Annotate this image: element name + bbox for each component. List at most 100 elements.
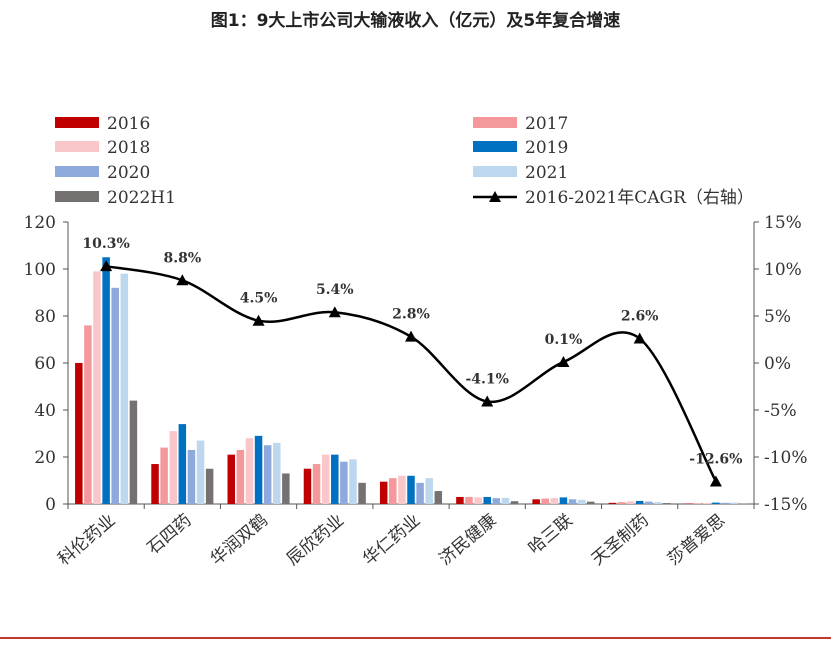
- bar-2016: [75, 363, 83, 504]
- cagr-marker: [405, 330, 417, 342]
- bar-2016: [532, 499, 540, 504]
- bar-2021: [730, 502, 738, 504]
- bar-2016: [151, 464, 159, 504]
- bar-2017: [465, 496, 473, 504]
- y2-tick-label: -10%: [764, 448, 808, 468]
- legend-swatch-2018: [55, 141, 99, 152]
- bar-2021: [349, 459, 357, 504]
- bar-2021: [120, 273, 129, 504]
- bar-2022H1: [586, 501, 595, 504]
- x-tick-label: 济民健康: [435, 511, 500, 570]
- x-tick-label: 科伦药业: [54, 511, 119, 570]
- cagr-data-label: 2.6%: [621, 309, 659, 325]
- bar-2021: [501, 497, 510, 504]
- bar-2020: [721, 502, 729, 504]
- bar-2022H1: [282, 473, 290, 504]
- bar-2019: [559, 497, 568, 504]
- cagr-marker: [481, 395, 494, 407]
- y-tick-label: 80: [34, 307, 56, 327]
- x-tick-label: 辰欣药业: [283, 511, 348, 570]
- bar-2018: [703, 503, 711, 504]
- bar-2017: [84, 325, 92, 504]
- legend-swatch-2017: [473, 117, 517, 128]
- legend-swatch-2022H1: [55, 191, 99, 202]
- y2-tick-label: 15%: [764, 213, 802, 233]
- cagr-marker: [633, 332, 646, 344]
- bar-2019: [178, 424, 187, 504]
- y-tick-label: 60: [34, 354, 56, 374]
- y2-tick-label: 10%: [764, 260, 802, 280]
- bar-2020: [263, 445, 272, 504]
- legend-label-2017: 2017: [525, 114, 568, 134]
- legend-swatch-2016: [55, 117, 99, 128]
- y-tick-label: 0: [45, 495, 56, 515]
- bar-2017: [389, 478, 397, 504]
- bar-2019: [331, 454, 339, 504]
- bar-2022H1: [129, 400, 138, 504]
- y-tick-label: 20: [34, 448, 56, 468]
- cagr-data-label: 4.5%: [240, 291, 278, 307]
- bar-2017: [617, 502, 626, 504]
- bar-2020: [492, 498, 501, 504]
- bar-2018: [321, 454, 330, 504]
- cagr-marker: [709, 475, 722, 487]
- legend-label-2016: 2016: [107, 114, 150, 134]
- bar-2018: [169, 431, 177, 504]
- bar-2022H1: [510, 501, 519, 504]
- cagr-marker: [252, 314, 265, 326]
- legend-label-2020: 2020: [107, 163, 150, 183]
- legend-label-cagr: 2016-2021年CAGR（右轴）: [525, 188, 754, 208]
- bar-2021: [273, 442, 281, 504]
- bar-2019: [635, 500, 644, 504]
- legend-swatch-2020: [55, 166, 99, 177]
- y2-tick-label: -5%: [764, 401, 797, 421]
- y2-tick-label: 0%: [764, 354, 791, 374]
- cagr-data-label: 5.4%: [316, 282, 354, 298]
- bar-2018: [626, 501, 635, 504]
- bar-2016: [608, 502, 617, 504]
- cagr-data-label: -4.1%: [465, 372, 508, 388]
- bar-2017: [160, 447, 168, 504]
- bar-2022H1: [358, 482, 366, 504]
- cagr-marker: [100, 260, 113, 272]
- cagr-data-label: -12.6%: [689, 451, 742, 467]
- cagr-marker: [176, 274, 189, 286]
- cagr-data-label: 0.1%: [545, 332, 583, 348]
- x-tick-label: 石四药: [144, 511, 196, 559]
- legend-swatch-2021: [473, 166, 517, 177]
- bar-2021: [577, 499, 586, 504]
- y-tick-label: 40: [34, 401, 56, 421]
- y2-tick-label: 5%: [764, 307, 791, 327]
- legend-label-2019: 2019: [525, 138, 568, 158]
- bar-2018: [474, 497, 482, 504]
- legend-label-2022H1: 2022H1: [107, 188, 176, 208]
- bar-2019: [712, 502, 720, 504]
- bar-2022H1: [663, 503, 671, 504]
- cagr-data-label: 2.8%: [392, 307, 430, 323]
- legend-swatch-2019: [473, 141, 517, 152]
- bar-2022H1: [434, 491, 443, 504]
- y-tick-label: 120: [24, 213, 56, 233]
- cagr-marker: [328, 306, 341, 318]
- bar-2016: [456, 496, 464, 504]
- bar-2019: [407, 475, 415, 504]
- bar-2018: [550, 498, 559, 504]
- bar-2017: [236, 449, 245, 504]
- bar-2020: [187, 449, 196, 504]
- bar-2017: [541, 498, 549, 504]
- bar-2019: [254, 435, 263, 504]
- x-tick-label: 天圣制药: [588, 511, 653, 570]
- bar-2016: [227, 454, 236, 504]
- y-tick-label: 100: [24, 260, 56, 280]
- x-tick-label: 哈三联: [525, 511, 577, 559]
- bar-2019: [483, 496, 491, 504]
- x-tick-label: 华润双鹤: [207, 511, 272, 570]
- bar-2018: [398, 475, 406, 504]
- y2-tick-label: -15%: [764, 495, 808, 515]
- cagr-line: [105, 264, 717, 483]
- bar-2017: [312, 464, 321, 504]
- bar-2020: [340, 461, 348, 504]
- cagr-data-label: 10.3%: [82, 236, 129, 252]
- bar-2022H1: [205, 468, 214, 504]
- bar-2018: [93, 271, 101, 504]
